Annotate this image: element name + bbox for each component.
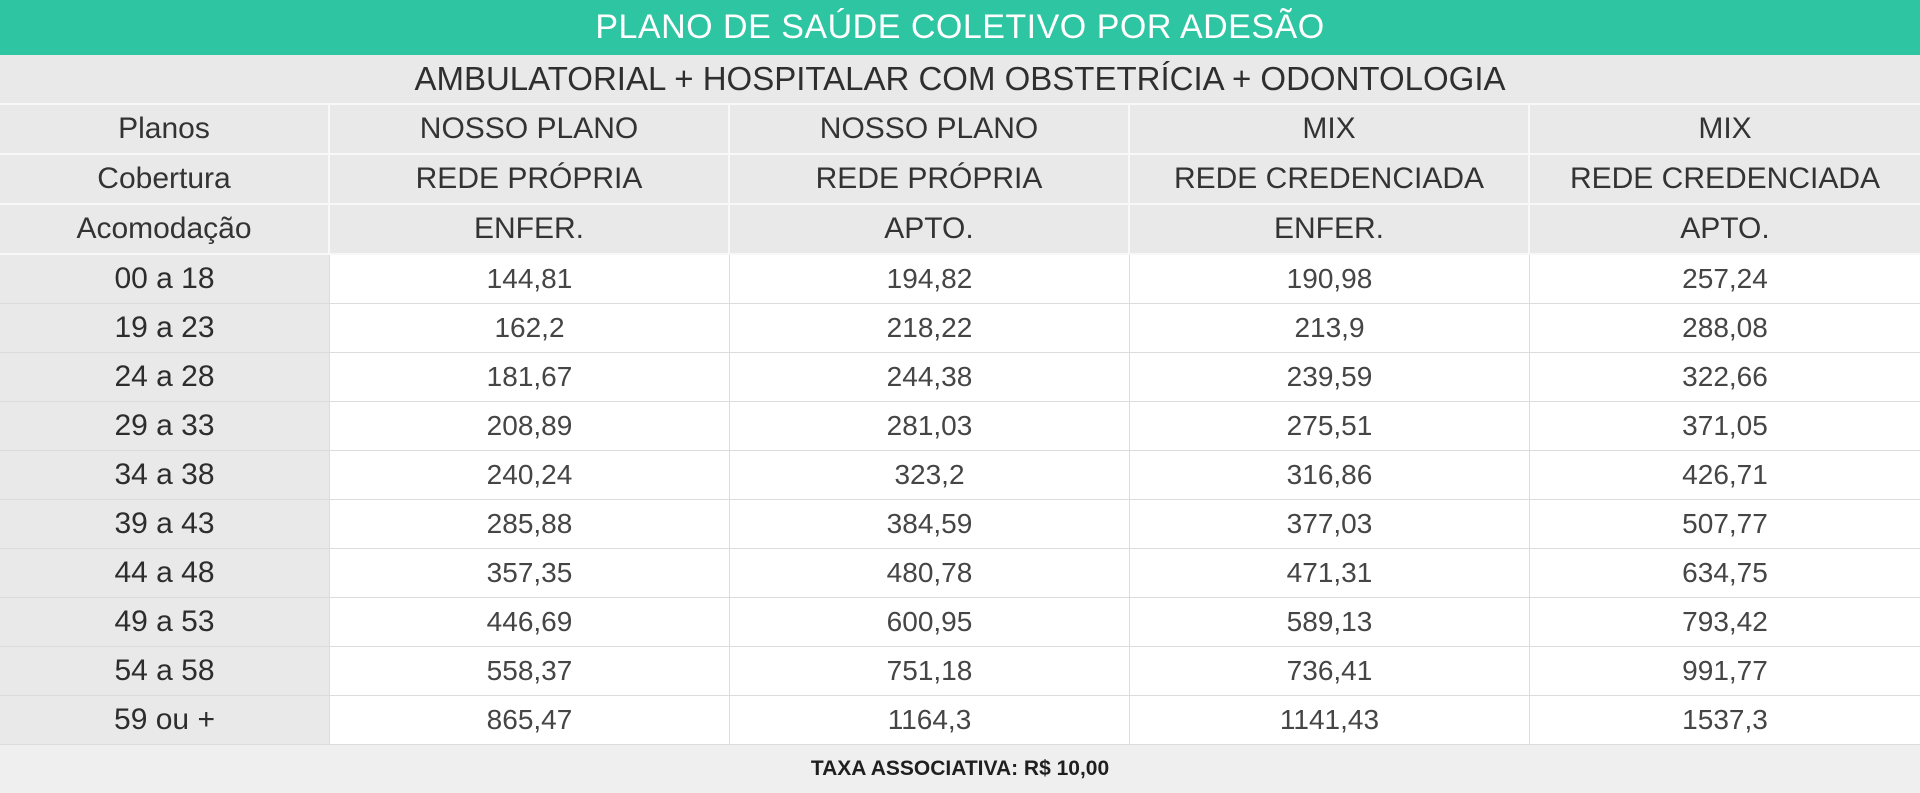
plan-name-cell: MIX [1530, 105, 1920, 155]
price-cell: 634,75 [1530, 549, 1920, 598]
price-cell: 244,38 [730, 353, 1130, 402]
price-cell: 213,9 [1130, 304, 1530, 353]
header-row-cobertura: Cobertura REDE PRÓPRIA REDE PRÓPRIA REDE… [0, 155, 1920, 205]
price-cell: 181,67 [330, 353, 730, 402]
page-title: PLANO DE SAÚDE COLETIVO POR ADESÃO [595, 8, 1325, 46]
price-cell: 371,05 [1530, 402, 1920, 451]
table-row: 24 a 28 181,67 244,38 239,59 322,66 [0, 353, 1920, 402]
price-cell: 377,03 [1130, 500, 1530, 549]
table-row: 49 a 53 446,69 600,95 589,13 793,42 [0, 598, 1920, 647]
price-cell: 275,51 [1130, 402, 1530, 451]
price-cell: 190,98 [1130, 255, 1530, 304]
price-cell: 1164,3 [730, 696, 1130, 745]
price-cell: 257,24 [1530, 255, 1920, 304]
table-row: 44 a 48 357,35 480,78 471,31 634,75 [0, 549, 1920, 598]
price-cell: 558,37 [330, 647, 730, 696]
header-label-acomodacao: Acomodação [0, 205, 330, 255]
footer-bar: TAXA ASSOCIATIVA: R$ 10,00 [0, 745, 1920, 793]
accommodation-cell: APTO. [1530, 205, 1920, 255]
price-cell: 323,2 [730, 451, 1130, 500]
age-range-cell: 49 a 53 [0, 598, 330, 647]
price-cell: 865,47 [330, 696, 730, 745]
price-cell: 240,24 [330, 451, 730, 500]
price-cell: 426,71 [1530, 451, 1920, 500]
association-fee-text: TAXA ASSOCIATIVA: R$ 10,00 [810, 757, 1110, 780]
accommodation-cell: ENFER. [1130, 205, 1530, 255]
plan-name-cell: MIX [1130, 105, 1530, 155]
age-range-cell: 29 a 33 [0, 402, 330, 451]
subtitle-bar: AMBULATORIAL + HOSPITALAR COM OBSTETRÍCI… [0, 55, 1920, 105]
price-cell: 218,22 [730, 304, 1130, 353]
age-range-cell: 00 a 18 [0, 255, 330, 304]
table-row: 54 a 58 558,37 751,18 736,41 991,77 [0, 647, 1920, 696]
price-cell: 589,13 [1130, 598, 1530, 647]
table-body: 00 a 18 144,81 194,82 190,98 257,24 19 a 23 16… [0, 255, 1920, 745]
table-row: 00 a 18 144,81 194,82 190,98 257,24 [0, 255, 1920, 304]
price-cell: 384,59 [730, 500, 1130, 549]
price-cell: 322,66 [1530, 353, 1920, 402]
network-cell: REDE PRÓPRIA [730, 155, 1130, 205]
table-row: 39 a 43 285,88 384,59 377,03 507,77 [0, 500, 1920, 549]
price-cell: 288,08 [1530, 304, 1920, 353]
age-range-cell: 54 a 58 [0, 647, 330, 696]
table-row: 19 a 23 162,2 218,22 213,9 288,08 [0, 304, 1920, 353]
price-cell: 316,86 [1130, 451, 1530, 500]
network-cell: REDE PRÓPRIA [330, 155, 730, 205]
accommodation-cell: ENFER. [330, 205, 730, 255]
price-cell: 736,41 [1130, 647, 1530, 696]
header-label-planos: Planos [0, 105, 330, 155]
price-cell: 480,78 [730, 549, 1130, 598]
price-cell: 194,82 [730, 255, 1130, 304]
price-cell: 285,88 [330, 500, 730, 549]
age-range-cell: 39 a 43 [0, 500, 330, 549]
price-cell: 239,59 [1130, 353, 1530, 402]
price-cell: 162,2 [330, 304, 730, 353]
age-range-cell: 19 a 23 [0, 304, 330, 353]
header-row-acomodacao: Acomodação ENFER. APTO. ENFER. APTO. [0, 205, 1920, 255]
network-cell: REDE CREDENCIADA [1530, 155, 1920, 205]
header-label-cobertura: Cobertura [0, 155, 330, 205]
price-cell: 793,42 [1530, 598, 1920, 647]
plan-name-cell: NOSSO PLANO [330, 105, 730, 155]
coverage-subtitle: AMBULATORIAL + HOSPITALAR COM OBSTETRÍCI… [414, 60, 1506, 97]
price-cell: 600,95 [730, 598, 1130, 647]
price-cell: 507,77 [1530, 500, 1920, 549]
age-range-cell: 59 ou + [0, 696, 330, 745]
plan-name-cell: NOSSO PLANO [730, 105, 1130, 155]
price-cell: 1141,43 [1130, 696, 1530, 745]
table-row: 29 a 33 208,89 281,03 275,51 371,05 [0, 402, 1920, 451]
price-cell: 471,31 [1130, 549, 1530, 598]
price-cell: 991,77 [1530, 647, 1920, 696]
price-cell: 357,35 [330, 549, 730, 598]
network-cell: REDE CREDENCIADA [1130, 155, 1530, 205]
price-cell: 208,89 [330, 402, 730, 451]
header-row-planos: Planos NOSSO PLANO NOSSO PLANO MIX MIX [0, 105, 1920, 155]
price-cell: 446,69 [330, 598, 730, 647]
price-cell: 144,81 [330, 255, 730, 304]
age-range-cell: 34 a 38 [0, 451, 330, 500]
accommodation-cell: APTO. [730, 205, 1130, 255]
age-range-cell: 44 a 48 [0, 549, 330, 598]
price-cell: 281,03 [730, 402, 1130, 451]
price-cell: 751,18 [730, 647, 1130, 696]
table-row: 59 ou +865,47 1164,3 1141,43 1537,3 [0, 696, 1920, 745]
table-row: 34 a 38 240,24 323,2 316,86 426,71 [0, 451, 1920, 500]
age-range-cell: 24 a 28 [0, 353, 330, 402]
price-cell: 1537,3 [1530, 696, 1920, 745]
title-bar: PLANO DE SAÚDE COLETIVO POR ADESÃO [0, 0, 1920, 55]
